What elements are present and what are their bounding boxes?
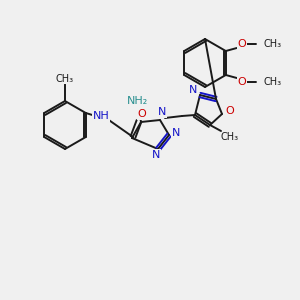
Text: CH₃: CH₃ xyxy=(221,132,239,142)
Text: N: N xyxy=(189,85,197,95)
Text: O: O xyxy=(226,106,234,116)
Text: CH₃: CH₃ xyxy=(264,77,282,87)
Text: O: O xyxy=(138,109,146,119)
Text: N: N xyxy=(172,128,180,138)
Text: N: N xyxy=(152,150,160,160)
Text: N: N xyxy=(158,107,166,117)
Text: NH: NH xyxy=(92,111,109,121)
Text: CH₃: CH₃ xyxy=(56,74,74,84)
Text: O: O xyxy=(237,77,246,87)
Text: O: O xyxy=(237,39,246,49)
Text: NH₂: NH₂ xyxy=(126,96,148,106)
Text: CH₃: CH₃ xyxy=(264,39,282,49)
